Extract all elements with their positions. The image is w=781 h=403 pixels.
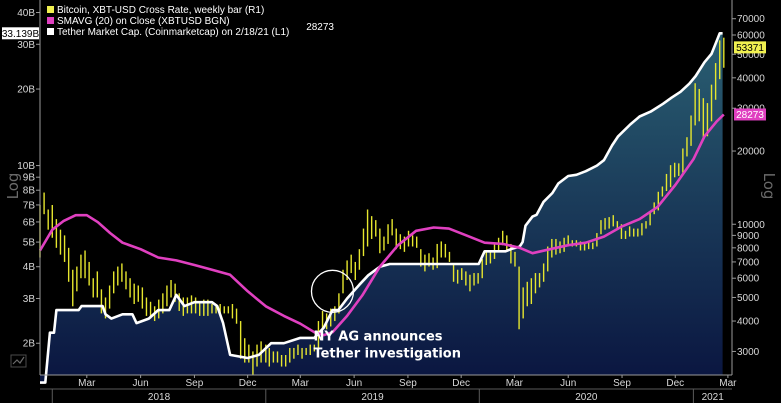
left-axis-tick-label: 9B [23, 173, 36, 184]
right-axis-tick-label: 40000 [737, 73, 765, 84]
tether-market-cap-line [40, 31, 723, 384]
right-axis-tick-label: 6000 [737, 274, 760, 285]
x-axis-month-label: Dec [666, 378, 684, 389]
left-axis-tick-label: 4B [23, 262, 36, 273]
left-axis-tick-label: 10B [17, 161, 35, 172]
left-axis-tick-label: 8B [23, 186, 36, 197]
legend-entry-value: 28273 [306, 22, 334, 33]
right-axis-tick-label: 8000 [737, 243, 760, 254]
right-axis-tick-label: 7000 [737, 257, 760, 268]
right-last-value-label: 28273 [736, 110, 764, 121]
legend-entry-label: SMAVG (20) on Close (XBTUSD BGN) [57, 16, 230, 27]
right-axis-tick-label: 20000 [737, 147, 765, 158]
left-axis-title: Log [4, 173, 22, 200]
x-axis-month-label: Jun [133, 378, 149, 389]
x-axis-month-label: Mar [719, 378, 737, 389]
left-axis-tick-label: 2B [23, 339, 36, 350]
annotation-circle [310, 269, 355, 313]
right-axis-tick-label: 60000 [737, 30, 765, 41]
chart-type-icon[interactable] [10, 354, 27, 368]
x-axis-month-label: Mar [292, 378, 310, 389]
legend-entry-label: Bitcoin, XBT-USD Cross Rate, weekly bar … [57, 5, 264, 16]
legend-entry-label: Tether Market Cap. (Coinmarketcap) on 2/… [57, 27, 289, 38]
x-axis-month-label: Dec [452, 378, 470, 389]
left-axis-tick-label: 7B [23, 200, 36, 211]
x-axis-year-label: 2020 [575, 392, 598, 403]
left-axis-tick-label: 6B [23, 217, 36, 228]
right-last-value-label: 53371 [736, 43, 764, 54]
x-axis-year-label: 2021 [702, 392, 725, 403]
x-axis-year-label: 2019 [361, 392, 384, 403]
right-last-value-tag [734, 108, 766, 121]
x-axis-month-label: Sep [186, 378, 204, 389]
right-axis-tick-label: 3000 [737, 347, 760, 358]
x-axis-month-label: Dec [239, 378, 257, 389]
annotation-text-line: NY AG announces [313, 329, 442, 344]
legend-swatch [47, 28, 54, 35]
left-axis-tick-label: 5B [23, 238, 36, 249]
left-axis-tick-label: 20B [17, 85, 35, 96]
left-axis-tick-label: 3B [23, 294, 36, 305]
x-axis-month-label: Mar [78, 378, 96, 389]
x-axis-year-label: 2018 [148, 392, 171, 403]
x-axis-month-label: Mar [506, 378, 524, 389]
tether-area-fill [40, 33, 723, 383]
x-axis-month-label: Sep [613, 378, 631, 389]
sma20-line [38, 113, 725, 337]
left-last-value-tag [2, 27, 39, 40]
x-axis-month-label: Jun [560, 378, 576, 389]
right-last-value-tag [734, 41, 766, 54]
left-axis-tick-label: 30B [17, 40, 35, 51]
right-axis-tick-label: 9000 [737, 231, 760, 242]
legend-swatch [47, 17, 54, 24]
left-last-value-label: 33.139B [2, 29, 40, 40]
right-axis-title: Log [760, 173, 778, 200]
left-axis-tick-label: 40B [17, 8, 35, 19]
right-axis-tick-label: 70000 [737, 14, 765, 25]
legend-swatch [47, 6, 54, 13]
right-axis-tick-label: 5000 [737, 293, 760, 304]
right-axis-tick-label: 10000 [737, 220, 765, 231]
right-axis-tick-label: 50000 [737, 50, 765, 61]
x-axis-month-label: Sep [399, 378, 417, 389]
x-axis-month-label: Jun [346, 378, 362, 389]
right-axis-tick-label: 4000 [737, 317, 760, 328]
annotation-text-line: Tether investigation [313, 346, 461, 361]
